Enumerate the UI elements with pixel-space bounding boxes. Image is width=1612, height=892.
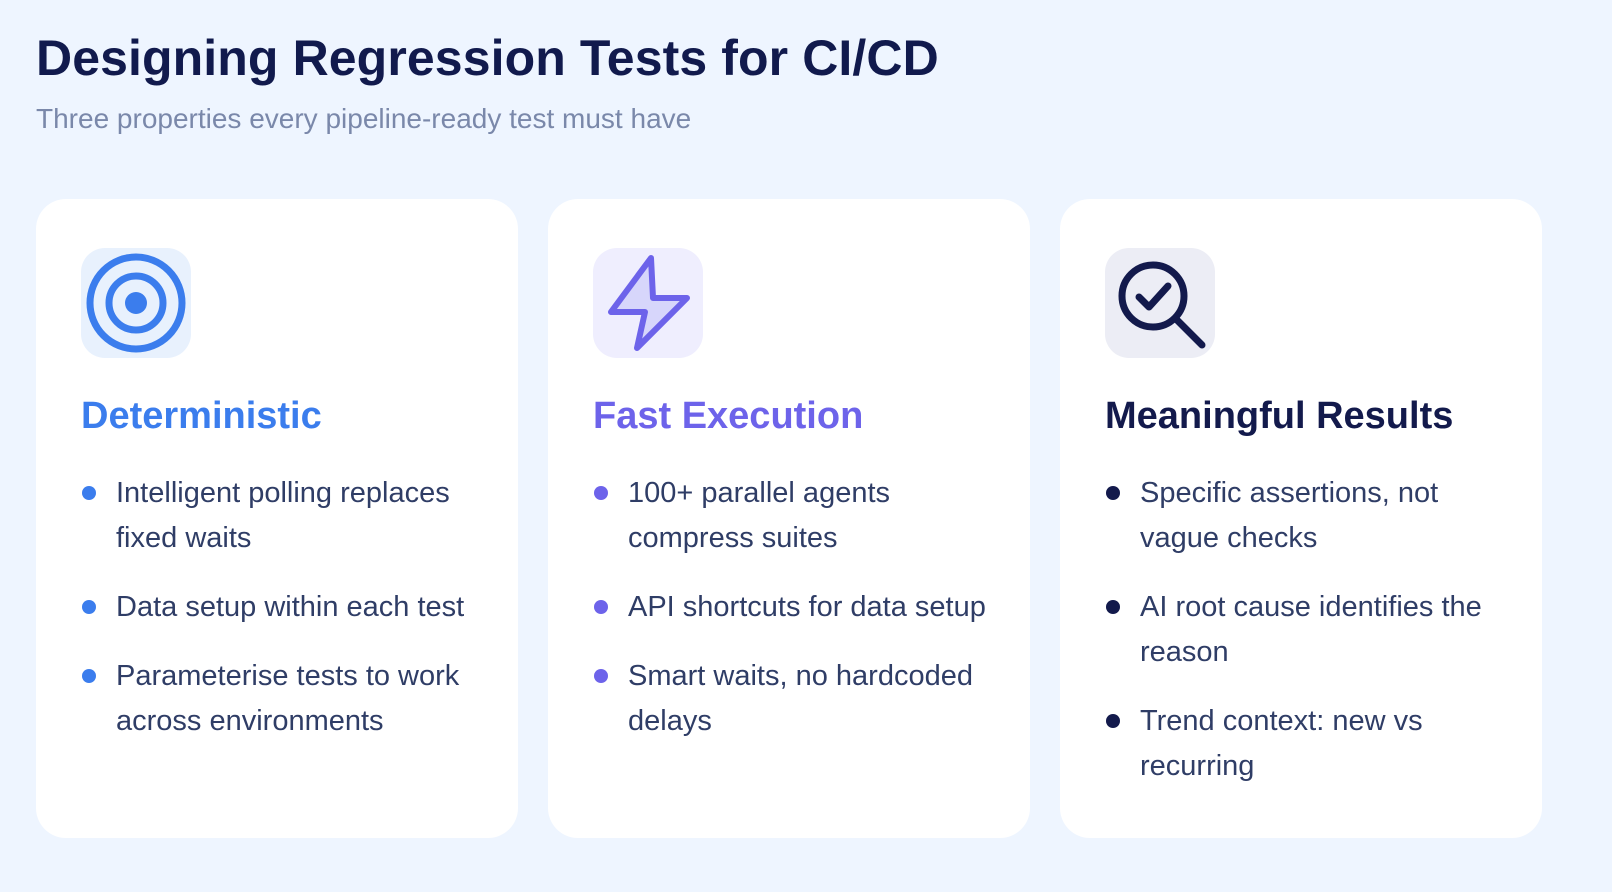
magnifier-check-icon-container xyxy=(1105,248,1215,358)
magnifier-handle xyxy=(1172,315,1206,349)
target-icon-outer-ring xyxy=(86,253,186,353)
list-item: Data setup within each test xyxy=(81,585,474,630)
bullet-dot xyxy=(82,600,96,614)
bullet-dot xyxy=(594,600,608,614)
target-icon-inner-ring xyxy=(105,272,167,334)
target-icon-center xyxy=(125,292,147,314)
bullet-text: Smart waits, no hardcoded delays xyxy=(628,660,973,737)
page-subtitle: Three properties every pipeline-ready te… xyxy=(36,103,692,134)
bullet-dot xyxy=(594,486,608,500)
check-mark xyxy=(1135,282,1172,311)
bullet-text: AI root cause identifies the reason xyxy=(1140,591,1482,668)
card-title: Deterministic xyxy=(81,395,322,437)
card-deterministic: Deterministic Intelligent polling replac… xyxy=(36,199,518,838)
header: Designing Regression Tests for CI/CD Thr… xyxy=(36,30,939,136)
list-item: 100+ parallel agents compress suites xyxy=(593,471,986,561)
target-icon xyxy=(86,253,186,353)
target-icon-container xyxy=(81,248,191,358)
magnifier-check-icon xyxy=(1118,261,1206,349)
card-fast-execution: Fast Execution 100+ parallel agents comp… xyxy=(548,199,1030,838)
bullet-list: Intelligent polling replaces fixed waits… xyxy=(81,471,474,744)
bullet-list: 100+ parallel agents compress suites API… xyxy=(593,471,986,744)
lightning-icon-bolt xyxy=(608,255,690,351)
list-item: API shortcuts for data setup xyxy=(593,585,986,630)
bullet-text: Intelligent polling replaces fixed waits xyxy=(116,477,450,554)
bullet-text: Trend context: new vs recurring xyxy=(1140,705,1423,782)
list-item: Smart waits, no hardcoded delays xyxy=(593,654,986,744)
card-meaningful-results: Meaningful Results Specific assertions, … xyxy=(1060,199,1542,838)
list-item: Specific assertions, not vague checks xyxy=(1105,471,1498,561)
lightning-icon xyxy=(608,255,690,351)
bullet-text: Data setup within each test xyxy=(116,591,465,623)
bullet-list: Specific assertions, not vague checks AI… xyxy=(1105,471,1498,789)
bullet-dot xyxy=(594,669,608,683)
property-cards: Deterministic Intelligent polling replac… xyxy=(36,199,1542,838)
card-title: Meaningful Results xyxy=(1105,395,1454,437)
bullet-dot xyxy=(82,669,96,683)
list-item: Intelligent polling replaces fixed waits xyxy=(81,471,474,561)
list-item: Trend context: new vs recurring xyxy=(1105,699,1498,789)
list-item: AI root cause identifies the reason xyxy=(1105,585,1498,675)
card-title: Fast Execution xyxy=(593,395,864,437)
bullet-dot xyxy=(1106,600,1120,614)
bullet-dot xyxy=(1106,714,1120,728)
lightning-icon-container xyxy=(593,248,703,358)
bullet-text: Specific assertions, not vague checks xyxy=(1140,477,1439,554)
bullet-text: Parameterise tests to work across enviro… xyxy=(116,660,460,737)
bullet-text: API shortcuts for data setup xyxy=(628,591,986,623)
magnifier-lens xyxy=(1118,261,1188,331)
list-item: Parameterise tests to work across enviro… xyxy=(81,654,474,744)
page-title: Designing Regression Tests for CI/CD xyxy=(36,30,939,86)
bullet-dot xyxy=(82,486,96,500)
bullet-text: 100+ parallel agents compress suites xyxy=(628,477,891,554)
bullet-dot xyxy=(1106,486,1120,500)
